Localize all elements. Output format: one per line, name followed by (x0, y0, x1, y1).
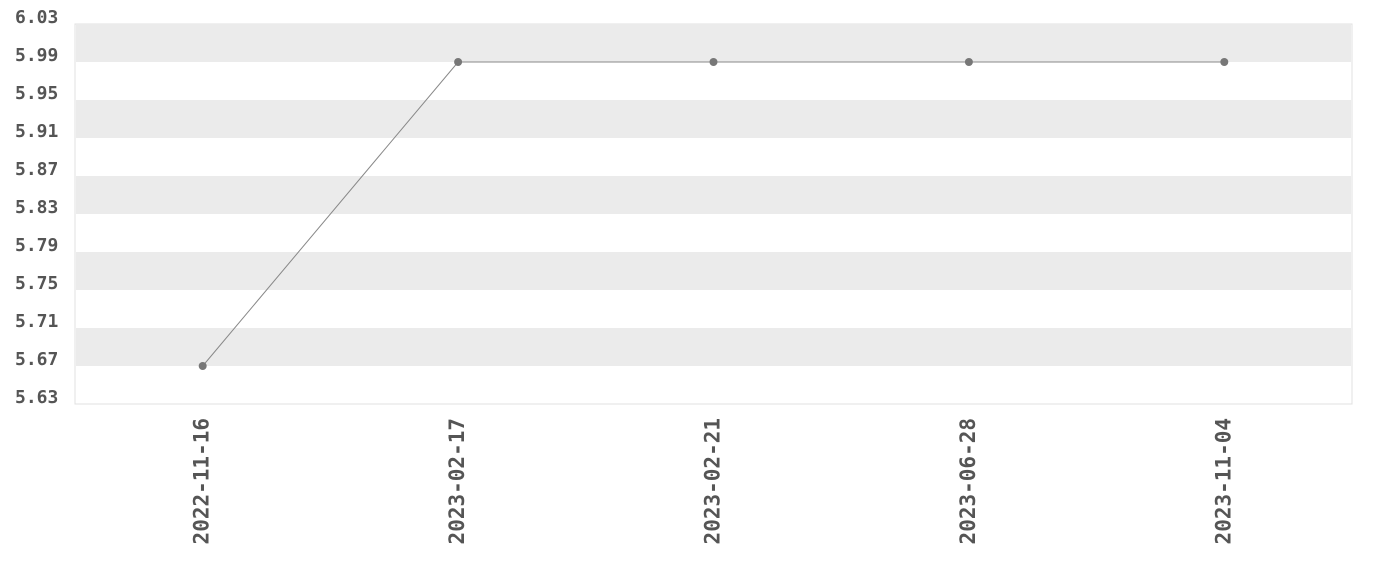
point (454, 58, 463, 66)
y-tick-label: 5.71 (15, 311, 58, 332)
y-tick-label: 5.83 (15, 197, 58, 218)
grid-band (76, 328, 1351, 366)
grid-band (76, 100, 1351, 138)
point (964, 58, 973, 66)
x-tick-label: 2022-11-16 (190, 418, 214, 544)
grid-band (76, 24, 1351, 62)
y-tick-label: 5.91 (15, 121, 58, 142)
y-tick-label: 6.03 (15, 7, 58, 28)
y-tick-label: 5.63 (15, 387, 58, 408)
x-tick-label: 2023-06-28 (956, 418, 980, 544)
point (709, 58, 718, 66)
x-tick-label: 2023-11-04 (1211, 418, 1235, 544)
x-tick-label: 2023-02-17 (445, 418, 469, 544)
y-tick-label: 5.67 (15, 349, 58, 370)
y-tick-label: 5.79 (15, 235, 58, 256)
y-tick-label: 5.87 (15, 159, 58, 180)
y-tick-label: 5.95 (15, 83, 58, 104)
grid-band (76, 176, 1351, 214)
point (1220, 58, 1229, 66)
y-tick-label: 5.99 (15, 45, 58, 66)
grid-band (76, 252, 1351, 290)
point (198, 362, 207, 370)
y-tick-label: 5.75 (15, 273, 58, 294)
x-tick-label: 2023-02-21 (701, 418, 725, 544)
